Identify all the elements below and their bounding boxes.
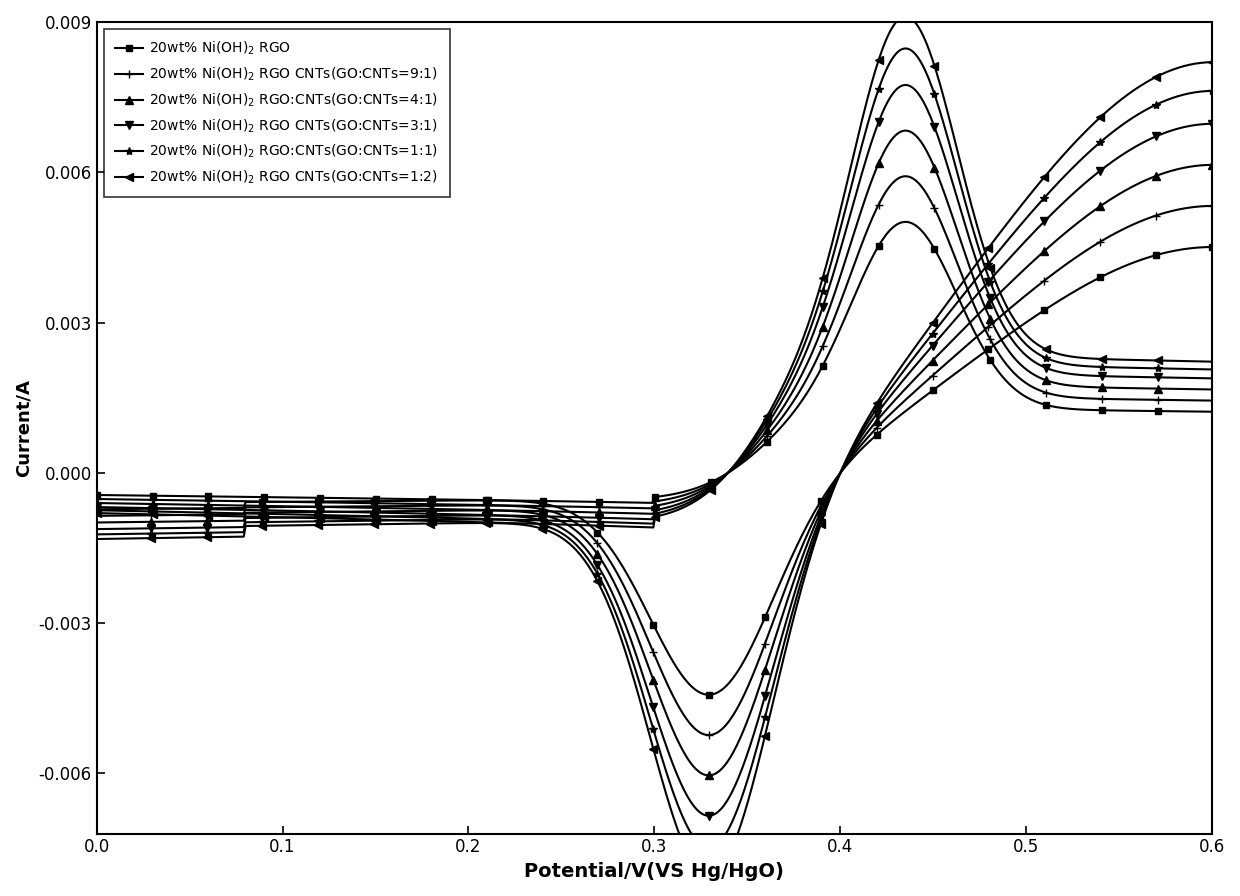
Legend: 20wt% Ni(OH)$_2$ RGO, 20wt% Ni(OH)$_2$ RGO CNTs(GO:CNTs=9:1), 20wt% Ni(OH)$_2$ R: 20wt% Ni(OH)$_2$ RGO, 20wt% Ni(OH)$_2$ R… bbox=[104, 29, 450, 197]
Y-axis label: Current/A: Current/A bbox=[15, 379, 33, 477]
X-axis label: Potential/V(VS Hg/HgO): Potential/V(VS Hg/HgO) bbox=[525, 862, 784, 881]
